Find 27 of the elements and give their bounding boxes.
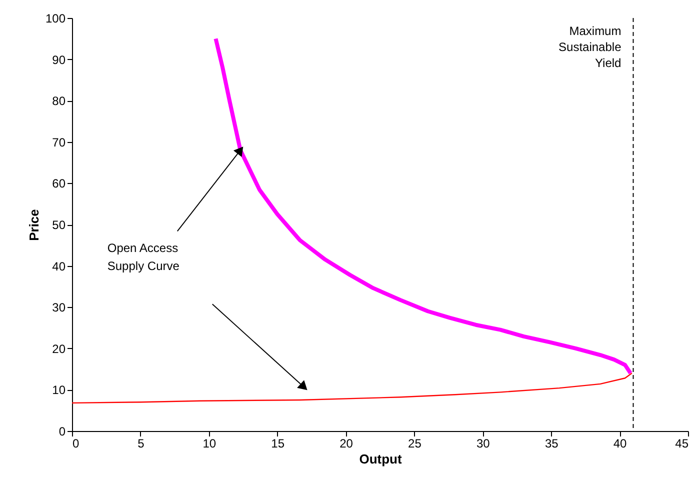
x-tick-label: 10: [202, 436, 216, 450]
y-tick-label: 60: [52, 176, 66, 191]
x-tick-label: 35: [544, 436, 559, 450]
x-tick-label: 20: [340, 436, 354, 450]
y-tick-label: 10: [52, 383, 66, 398]
ref-line-label: Maximum Sustainable Yield: [558, 24, 622, 70]
y-axis-title: Price: [26, 209, 42, 241]
y-tick-label: 90: [52, 52, 66, 67]
x-tick-label: 25: [408, 436, 422, 450]
x-tick-label: 30: [476, 436, 490, 450]
y-tick-label: 50: [52, 218, 66, 232]
y-tick-label: 30: [52, 300, 66, 315]
line-series: [214, 36, 633, 376]
x-tick-label: 45: [675, 436, 689, 450]
x-tick-label: 15: [271, 436, 285, 450]
y-tick-label: 100: [45, 12, 66, 26]
x-tick-label: 0: [72, 436, 80, 450]
y-tick-label: 80: [52, 94, 66, 108]
x-tick-label: 40: [613, 436, 628, 450]
y-tick-label: 40: [52, 259, 66, 274]
x-axis-title: Output: [359, 452, 402, 466]
y-tick-label: 20: [52, 342, 66, 356]
line-series: [71, 372, 632, 404]
y-tick-label: 70: [52, 135, 66, 150]
x-tick-label: 5: [138, 436, 145, 450]
y-tick-label: 0: [58, 424, 66, 438]
annotation: Open Access Supply Curve: [107, 241, 180, 274]
